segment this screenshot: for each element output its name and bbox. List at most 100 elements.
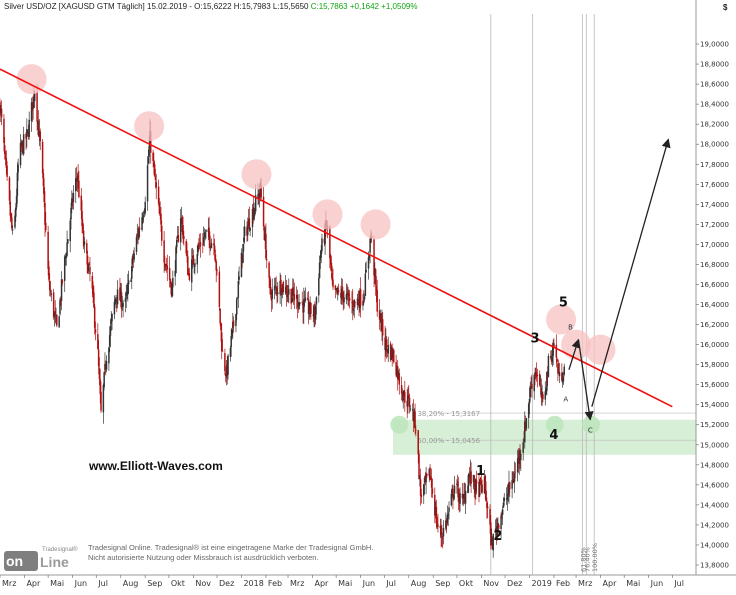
candle-body (127, 284, 129, 294)
candle-body (87, 264, 90, 272)
candle-body (242, 244, 244, 263)
x-tick-label: Nov (483, 579, 499, 588)
candle-body (553, 343, 555, 348)
fib-time-label: 61,80% (579, 547, 587, 572)
candle-body (253, 210, 255, 220)
x-tick-label: Mai (50, 579, 64, 588)
candle-body (81, 210, 83, 227)
x-tick-label: Apr (26, 579, 41, 588)
candle-body (27, 132, 30, 137)
candle-body (80, 195, 83, 211)
candle-body (16, 172, 19, 197)
candle-body (269, 276, 271, 289)
candle-body (508, 482, 510, 494)
candle-body (124, 297, 127, 302)
candle-body (430, 479, 432, 481)
candle-body (92, 288, 94, 294)
projection-arrow (577, 339, 594, 421)
candle-body (263, 227, 266, 241)
y-tick-label: 18,8000 (700, 61, 729, 69)
candle-body (248, 218, 251, 230)
candle-body (391, 348, 393, 359)
candle-body (99, 379, 101, 394)
candle-body (313, 306, 315, 318)
candle-body (191, 256, 194, 259)
candle-body (168, 268, 171, 280)
candle-body (299, 302, 301, 304)
candle-body (420, 494, 423, 497)
candle-body (414, 411, 416, 429)
candle-body (439, 525, 442, 528)
candle-body (83, 241, 86, 245)
x-tick-label: Jun (650, 579, 664, 588)
candle-body (82, 230, 85, 247)
candle-body (329, 257, 332, 266)
y-tick-label: 16,8000 (700, 261, 729, 269)
candle-body (273, 285, 276, 291)
candle-body (281, 284, 284, 294)
candle-body (534, 375, 536, 377)
candle-body (214, 254, 217, 263)
candle-body (249, 227, 251, 231)
candle-body (509, 481, 511, 490)
x-tick-label: Jul (97, 579, 108, 588)
candle-body (462, 497, 464, 499)
candle-body (209, 247, 212, 249)
candle-body (336, 287, 338, 294)
y-tick-label: 16,6000 (700, 281, 729, 289)
candle-body (464, 494, 466, 502)
candle-body (0, 108, 2, 114)
candle-body (307, 299, 310, 315)
candle-body (125, 294, 128, 297)
candle-body (307, 298, 309, 300)
candle-body (539, 373, 541, 386)
candle-body (558, 372, 561, 377)
y-tick-label: 15,8000 (700, 361, 729, 369)
candle-body (274, 285, 277, 287)
candle-body (403, 390, 405, 397)
candle-body (103, 372, 105, 388)
candle-body (354, 301, 356, 303)
trendline-touch-marker (546, 304, 577, 335)
candle-body (442, 527, 445, 537)
trendline-touch-marker (585, 334, 616, 365)
candle-body (188, 273, 191, 280)
logo-brand: Tradesignal® (42, 547, 78, 553)
candle-body (54, 311, 56, 315)
candle-body (332, 279, 334, 288)
x-tick-label: Nov (195, 579, 211, 588)
candle-body (110, 319, 113, 324)
candle-body (340, 292, 342, 298)
candle-body (187, 256, 189, 276)
y-tick-label: 15,2000 (700, 421, 729, 429)
candle-body (479, 479, 481, 496)
candle-body (25, 133, 27, 139)
candle-body (43, 187, 45, 203)
candle-body (216, 270, 218, 271)
trendline-touch-marker (134, 111, 165, 142)
candle-body (486, 502, 488, 508)
candle-body (546, 371, 548, 392)
candle-body (303, 299, 305, 313)
disclaimer-line-2: Nicht autorisierte Nutzung oder Missbrau… (88, 553, 319, 562)
logo-word-a: on (6, 553, 24, 569)
x-tick-label: Apr (603, 579, 618, 588)
candle-body (220, 332, 223, 352)
candle-body (197, 244, 199, 253)
candle-body (33, 93, 36, 102)
candle-body (472, 475, 475, 483)
candle-body (468, 475, 471, 477)
candle-body (227, 355, 229, 375)
candle-body (202, 237, 205, 244)
candle-body (93, 292, 95, 308)
candle-body (404, 391, 406, 403)
candle-body (329, 226, 331, 259)
y-tick-label: 18,0000 (700, 141, 729, 149)
candle-body (486, 506, 489, 509)
candle-body (138, 228, 140, 239)
candle-body (341, 286, 344, 295)
x-tick-label: Sep (147, 579, 162, 588)
candle-body (22, 142, 24, 153)
candle-body (63, 256, 66, 281)
candle-body (528, 398, 531, 404)
